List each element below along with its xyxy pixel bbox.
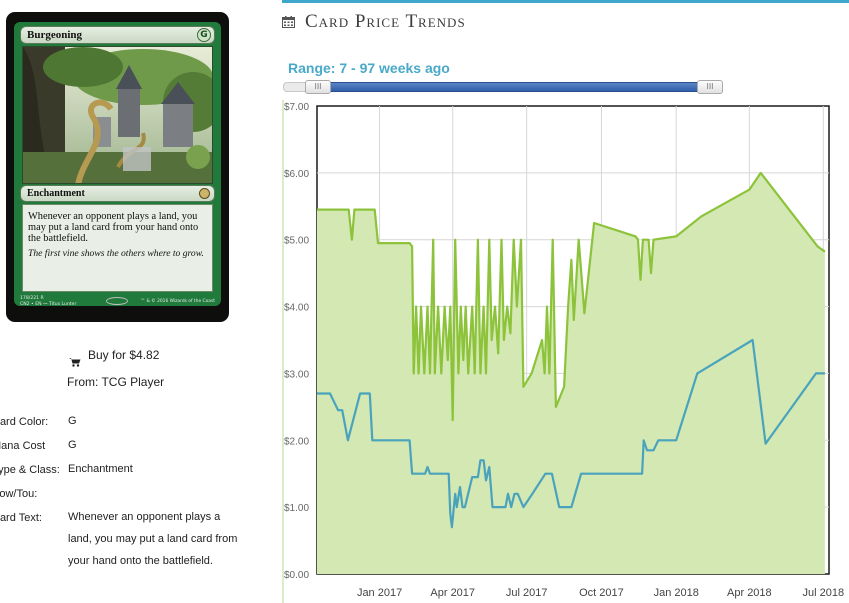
detail-value: G [68,439,77,451]
card-name: Burgeoning [27,29,83,41]
section-accent-line [282,0,849,3]
x-tick-label: Jul 2017 [506,587,548,599]
card-artwork [22,46,213,184]
set-artist: CN2 • EN ⁓ Titus Lunter [20,302,77,307]
calendar-icon [282,16,295,28]
detail-label: Card Text: [0,512,42,524]
buy-source: From: TCG Player [67,375,165,389]
card-flavor-text: The first vine shows the others where to… [28,248,204,259]
detail-value: Enchantment [68,463,133,475]
shopping-cart-icon [69,358,81,367]
range-slider-end-handle[interactable]: III [697,80,723,94]
card-rules-text: Whenever an opponent plays a land, you m… [28,211,199,244]
card-text-box: Whenever an opponent plays a land, you m… [22,204,213,292]
y-tick-label: $2.00 [284,436,309,447]
x-tick-label: Apr 2017 [430,587,475,599]
page-title: Card Price Trends [305,11,466,32]
detail-label: Pow/Tou: [0,488,38,500]
card-copyright: ™ & © 2016 Wizards of the Coast [140,299,215,304]
detail-value: Whenever an opponent plays a land, you m… [68,511,238,567]
x-tick-label: Jan 2018 [654,587,699,599]
x-tick-label: Jan 2017 [357,587,402,599]
y-tick-label: $5.00 [284,236,309,247]
set-symbol-icon [199,188,210,199]
y-tick-label: $4.00 [284,303,309,314]
green-mana-icon: G [197,28,211,42]
card-type-line: Enchantment [27,188,85,199]
x-tick-label: Oct 2017 [579,587,624,599]
range-slider-start-handle[interactable]: III [305,80,331,94]
y-tick-label: $0.00 [284,570,309,581]
range-slider-selection[interactable] [318,82,708,92]
y-tick-label: $3.00 [284,369,309,380]
upper-price-series-area [317,172,825,574]
price-trend-chart: $0.00 $1.00 $2.00 $3.00 $4.00 $5.00 $6.00 $7.00… [282,100,845,603]
detail-label: Mana Cost [0,440,46,452]
detail-value: G [68,415,77,427]
lower-price-series-line [317,338,825,529]
x-tick-label: Jul 2018 [803,587,845,599]
range-label: Range: 7 - 97 weeks ago [288,60,450,76]
collector-number: 178/221 R [20,296,44,301]
y-tick-label: $6.00 [284,169,309,180]
buy-price-label[interactable]: Buy for $4.82 [88,348,160,362]
card-type-bar: Enchantment [20,185,215,202]
y-tick-label: $1.00 [284,503,309,514]
detail-label: Card Color: [0,416,49,428]
x-tick-label: Apr 2018 [727,587,772,599]
card-image: Burgeoning G [6,12,229,322]
upper-price-series-line [317,171,826,422]
card-title-bar: Burgeoning G [20,26,215,44]
y-tick-label: $7.00 [284,102,309,113]
card-collector-info: 178/221 R CN2 • EN ⁓ Titus Lunter [20,296,76,308]
detail-label: Type & Class: [0,464,60,476]
holo-stamp-icon [106,297,128,305]
card-footer: 178/221 R CN2 • EN ⁓ Titus Lunter ™ & © … [20,296,215,310]
